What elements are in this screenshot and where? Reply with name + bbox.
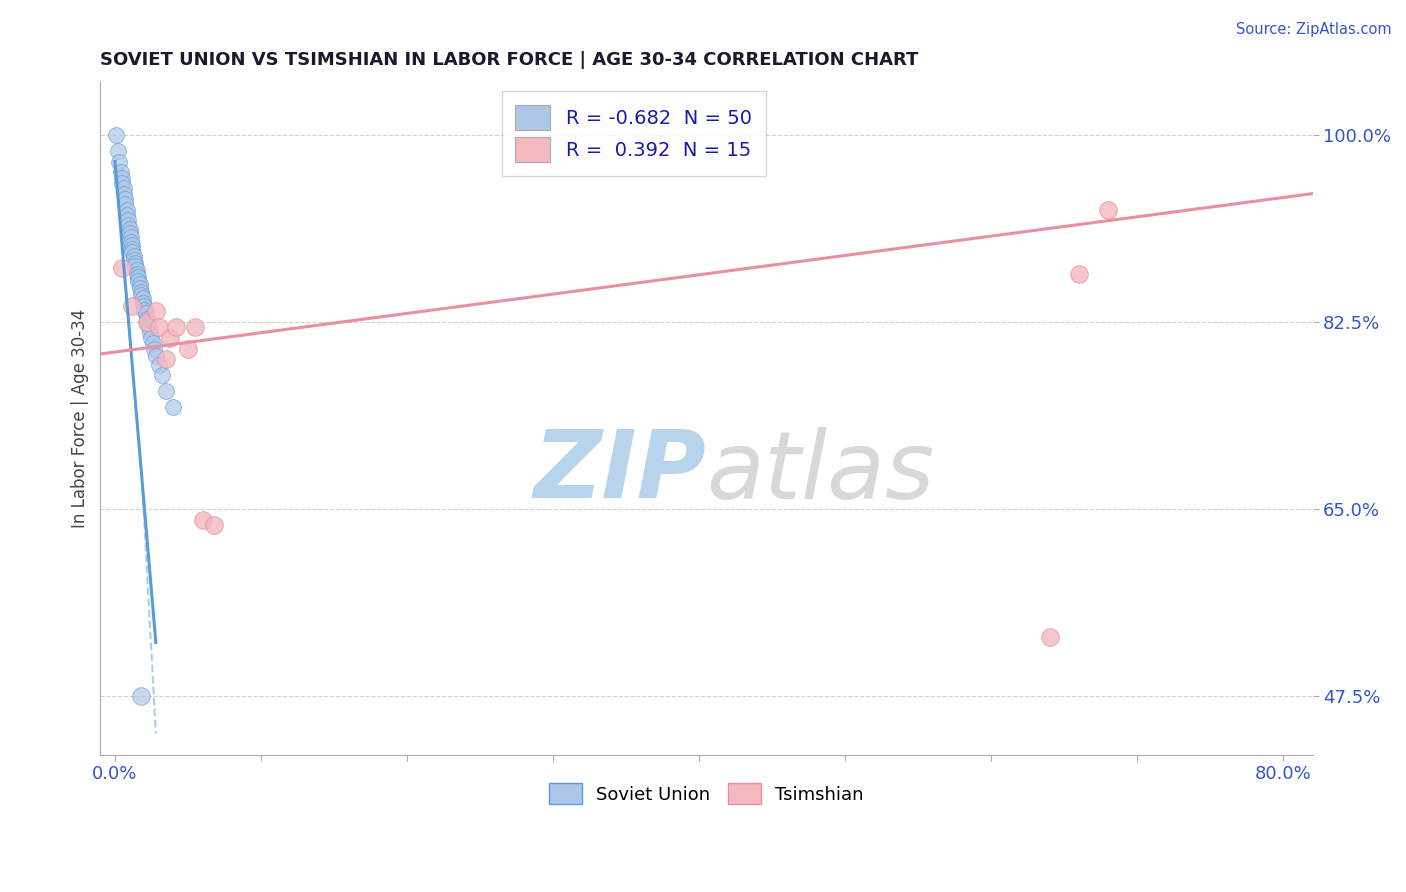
Point <box>142 336 165 351</box>
Point <box>117 218 139 232</box>
Point <box>139 326 162 340</box>
Point <box>108 154 131 169</box>
Point <box>112 181 135 195</box>
Text: SOVIET UNION VS TSIMSHIAN IN LABOR FORCE | AGE 30-34 CORRELATION CHART: SOVIET UNION VS TSIMSHIAN IN LABOR FORCE… <box>100 51 918 69</box>
Point <box>136 311 159 326</box>
Point <box>128 281 150 295</box>
Point <box>128 277 150 292</box>
Point <box>118 222 141 236</box>
Point <box>1039 630 1062 644</box>
Text: atlas: atlas <box>706 426 935 517</box>
Point <box>115 208 138 222</box>
Point <box>121 242 143 256</box>
Point <box>111 261 134 276</box>
Point <box>129 285 152 299</box>
Point <box>138 320 160 334</box>
Point <box>111 170 134 185</box>
Point <box>121 238 143 252</box>
Point <box>202 518 225 533</box>
Point <box>112 186 135 201</box>
Point <box>120 230 142 244</box>
Point <box>127 270 149 285</box>
Point <box>129 689 152 703</box>
Point <box>159 331 181 345</box>
Point <box>121 245 143 260</box>
Point <box>177 342 200 356</box>
Point <box>110 165 132 179</box>
Point <box>131 292 153 306</box>
Point <box>145 349 167 363</box>
Point <box>145 304 167 318</box>
Point <box>1097 202 1119 217</box>
Point <box>191 513 214 527</box>
Point <box>129 288 152 302</box>
Point <box>1067 267 1090 281</box>
Point <box>127 274 149 288</box>
Point <box>143 342 166 356</box>
Text: Source: ZipAtlas.com: Source: ZipAtlas.com <box>1236 22 1392 37</box>
Point <box>111 176 134 190</box>
Point <box>107 144 129 158</box>
Point <box>134 303 156 318</box>
Point <box>122 249 145 263</box>
Point <box>135 306 157 320</box>
Point <box>136 316 159 330</box>
Point <box>125 267 148 281</box>
Legend: Soviet Union, Tsimshian: Soviet Union, Tsimshian <box>540 774 873 814</box>
Point <box>121 299 143 313</box>
Point <box>155 352 177 367</box>
Point <box>124 256 146 270</box>
Y-axis label: In Labor Force | Age 30-34: In Labor Force | Age 30-34 <box>72 309 89 528</box>
Point <box>115 202 138 217</box>
Point <box>162 401 184 415</box>
Point <box>114 192 136 206</box>
Point <box>120 235 142 249</box>
Point <box>165 320 187 334</box>
Point <box>122 252 145 267</box>
Point <box>184 320 207 334</box>
Point <box>134 299 156 313</box>
Point <box>125 262 148 277</box>
Point <box>117 213 139 227</box>
Point <box>136 315 159 329</box>
Point <box>124 260 146 274</box>
Point <box>118 226 141 240</box>
Point <box>155 384 177 399</box>
Point <box>105 128 128 142</box>
Point <box>141 331 163 345</box>
Text: ZIP: ZIP <box>534 426 706 518</box>
Point <box>150 368 173 383</box>
Point <box>114 197 136 211</box>
Point <box>131 295 153 310</box>
Point <box>148 320 170 334</box>
Point <box>148 358 170 372</box>
